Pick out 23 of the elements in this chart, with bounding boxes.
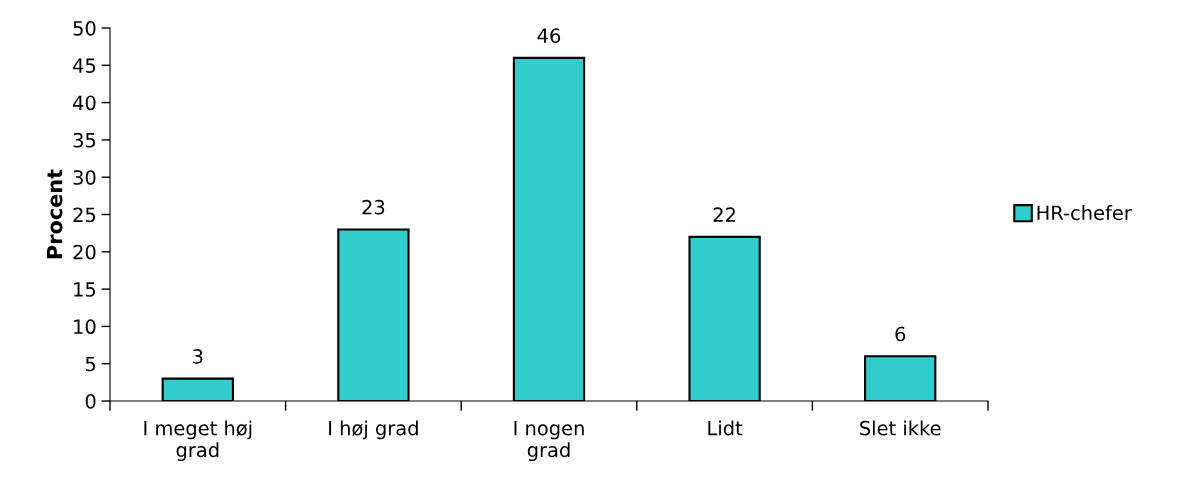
x-tick-label: Slet ikke xyxy=(860,420,941,436)
y-tick-label: 30 xyxy=(73,170,96,185)
x-tick-label: I høj grad xyxy=(329,420,418,440)
y-tick-label: 40 xyxy=(73,95,96,111)
data-label: 23 xyxy=(362,199,385,215)
data-label: 3 xyxy=(193,349,203,364)
y-tick-label: 25 xyxy=(73,207,96,223)
y-tick-label: 0 xyxy=(85,393,96,409)
legend-label: HR-chefer xyxy=(1037,205,1132,221)
x-tick-label: Lidt xyxy=(708,420,743,436)
y-tick-label: 20 xyxy=(73,244,96,260)
data-label: 22 xyxy=(713,207,736,222)
y-tick-label: 15 xyxy=(74,282,96,297)
y-tick-label: 45 xyxy=(73,58,96,73)
x-tick-label: I nogen grad xyxy=(514,421,584,462)
data-label: 6 xyxy=(895,326,906,342)
y-tick-label: 5 xyxy=(85,356,96,372)
y-tick-label: 35 xyxy=(73,132,96,148)
x-tick-label: I meget høj grad xyxy=(144,420,252,462)
y-tick-label: 50 xyxy=(73,20,96,36)
data-label: 46 xyxy=(537,28,561,43)
y-axis-title: Procent xyxy=(46,169,63,259)
y-tick-label: 10 xyxy=(74,319,96,335)
